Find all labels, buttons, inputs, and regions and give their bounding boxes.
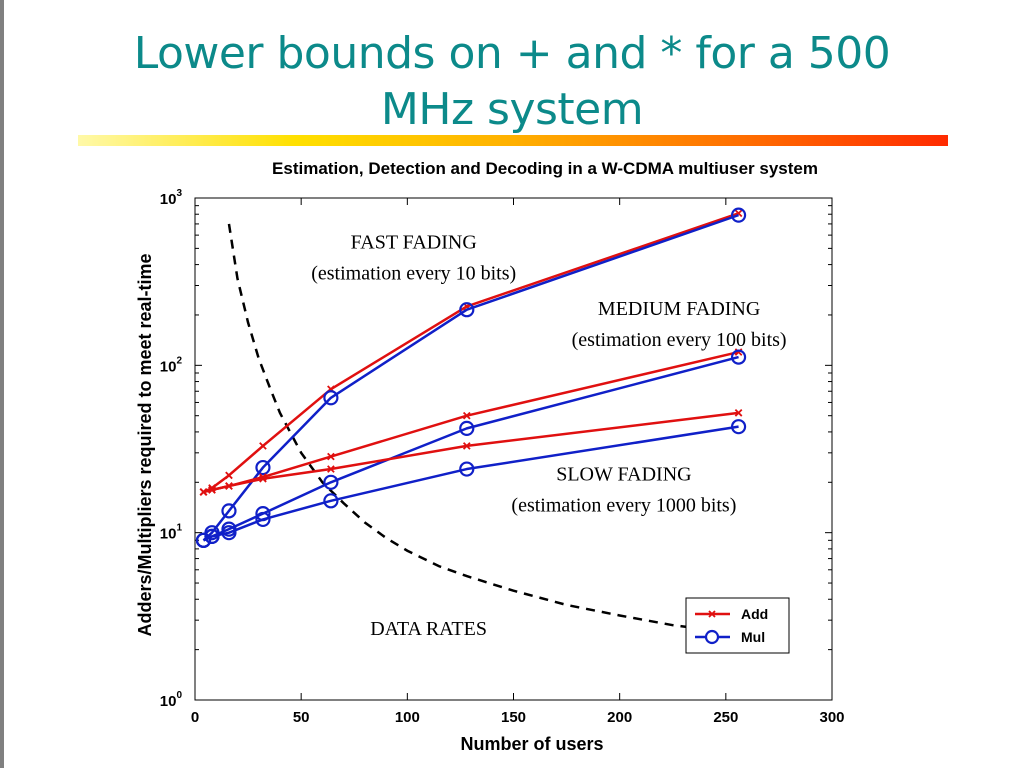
medium-mul-point (323, 474, 339, 490)
slide-title-line-2: MHz system (380, 84, 644, 135)
x-tick-label: 200 (607, 709, 632, 726)
y-tick-base: 10 (160, 526, 177, 543)
fast-add-line (202, 212, 739, 494)
data-curves (195, 207, 747, 632)
fast-add-point (225, 471, 233, 480)
annotation-slow-title: SLOW FADING (556, 463, 691, 485)
legend-mul-label: Mul (741, 629, 765, 645)
fast-mul-point (323, 390, 339, 406)
annotation-slow-detail: (estimation every 1000 bits) (511, 494, 736, 516)
fast-mul-point (255, 459, 271, 476)
slow-mul-point (459, 461, 475, 477)
slow-add-point (259, 474, 267, 483)
y-tick-base: 10 (160, 191, 177, 208)
slow-add-point (734, 409, 743, 417)
y-tick-label: 103 (160, 188, 183, 208)
slow-add-point (208, 486, 216, 494)
y-tick-exponent: 2 (176, 355, 182, 366)
y-axis-label: Adders/Multipliers required to meet real… (135, 253, 155, 636)
slow-mul-point (323, 493, 339, 509)
fast-mul-point (221, 503, 237, 519)
slide-left-border (0, 0, 4, 768)
y-tick-label: 102 (160, 355, 183, 375)
x-tick-label: 50 (293, 709, 310, 726)
annotation-data-rates-title: DATA RATES (370, 618, 487, 640)
slow-mul-point (221, 525, 237, 541)
slow-mul-point (255, 511, 271, 528)
annotations: FAST FADING (estimation every 10 bits) MED… (311, 231, 786, 640)
y-tick-exponent: 0 (176, 690, 182, 701)
legend-add-label: Add (741, 606, 768, 622)
legend-box (685, 597, 790, 654)
medium-add-point (462, 411, 471, 420)
slow-mul-line (202, 425, 739, 542)
slow-mul-point (204, 528, 220, 544)
medium-mul-point (459, 420, 475, 436)
y-tick-exponent: 1 (176, 523, 182, 534)
title-gradient-rule (78, 135, 948, 146)
x-tick-label: 0 (191, 709, 199, 726)
x-tick-label: 300 (819, 709, 844, 726)
medium-mul-point (730, 349, 747, 365)
slide-title-line-1: Lower bounds on + and * for a 500 (133, 28, 891, 79)
slide-title: Lower bounds on + and * for a 500 MHz sy… (60, 26, 964, 138)
slow-add-point (462, 442, 471, 450)
annotation-fast-title: FAST FADING (351, 231, 477, 253)
x-tick-label: 150 (501, 709, 526, 726)
annotation-medium-title: MEDIUM FADING (598, 298, 760, 320)
y-tick-base: 10 (160, 358, 177, 375)
slow-add-point (225, 482, 233, 490)
data-rates-curve (227, 223, 716, 632)
slow-mul-point (195, 532, 212, 548)
legend-mul-marker (704, 629, 720, 645)
legend: Add Mul (685, 597, 790, 654)
chart-title: Estimation, Detection and Decoding in a … (272, 159, 818, 178)
legend-add-marker (708, 610, 716, 618)
fast-mul-point (730, 207, 747, 223)
annotation-fast-detail: (estimation every 10 bits) (311, 262, 516, 284)
annotation-medium-detail: (estimation every 100 bits) (572, 329, 787, 351)
slow-mul-point (730, 419, 747, 435)
fast-mul-line (202, 213, 739, 542)
y-tick-exponent: 3 (176, 188, 182, 199)
fast-add-point (259, 442, 267, 450)
y-tick-label: 101 (160, 523, 183, 543)
medium-add-point (327, 452, 335, 461)
x-tick-label: 250 (713, 709, 738, 726)
y-tick-label: 100 (160, 690, 183, 710)
x-tick-label: 100 (395, 709, 420, 726)
x-axis-label: Number of users (460, 734, 603, 754)
fast-mul-point (459, 302, 475, 318)
slow-add-point (327, 465, 335, 473)
y-tick-base: 10 (160, 693, 177, 710)
slow-add-point (199, 488, 208, 496)
